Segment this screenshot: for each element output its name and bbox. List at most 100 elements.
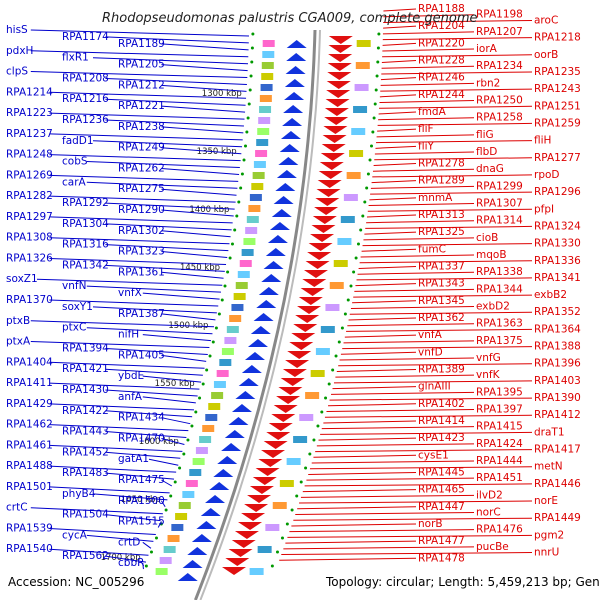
topology-summary: Topology: circular; Length: 5,459,213 bp… [325, 575, 600, 589]
kbp-tick-label: 1300 kbp [202, 89, 242, 99]
right-label-connector [328, 403, 417, 407]
right-label-connector [358, 265, 417, 269]
cog-category-block [340, 216, 355, 223]
right-gene-label: RPA1415 [476, 421, 523, 433]
tick-dot [249, 74, 253, 78]
right-gene-label: RPA1417 [534, 444, 581, 456]
cog-category-block [229, 315, 242, 322]
right-label-connector [380, 88, 533, 92]
right-label-connector [333, 380, 533, 384]
right-label-connector [382, 37, 533, 41]
tick-dot [295, 494, 299, 498]
cog-category-block [239, 260, 252, 267]
forward-gene-arrow [244, 352, 265, 360]
right-gene-label: RPA1250 [476, 95, 523, 107]
cog-category-block [253, 161, 266, 168]
tick-dot [312, 438, 316, 442]
cog-category-block [354, 84, 369, 91]
right-label-connector [297, 506, 417, 510]
forward-gene-arrow [213, 469, 234, 477]
left-label-connector [161, 251, 228, 259]
left-gene-label: RPA1387 [118, 308, 165, 320]
forward-gene-arrow [253, 313, 274, 321]
forward-gene-arrow [280, 131, 301, 139]
reverse-gene-arrow [247, 495, 272, 503]
reverse-gene-arrow [263, 441, 288, 449]
forward-gene-arrow [284, 92, 305, 100]
left-gene-label: RPA1475 [118, 474, 165, 486]
tick-dot [354, 256, 358, 260]
reverse-gene-arrow [328, 45, 353, 53]
left-gene-label: RPA1297 [6, 211, 53, 223]
left-gene-label: carA [62, 176, 87, 188]
reverse-gene-arrow [231, 540, 256, 548]
left-label-connector [49, 237, 230, 245]
right-label-connector [342, 346, 533, 350]
tick-dot [361, 214, 365, 218]
cog-category-block [178, 502, 191, 509]
reverse-gene-arrow [312, 216, 337, 224]
left-gene-label: ptxC [62, 322, 86, 334]
reverse-gene-arrow [321, 144, 346, 152]
tick-dot [334, 354, 338, 358]
left-gene-label: fadD1 [62, 135, 94, 147]
left-label-connector [142, 563, 144, 570]
tick-dot [186, 438, 190, 442]
reverse-gene-arrow [293, 324, 318, 332]
right-label-connector [361, 248, 417, 252]
right-gene-label: RPA1324 [534, 220, 581, 232]
forward-gene-arrow [258, 287, 279, 295]
kbp-tick-label: 1450 kbp [180, 263, 220, 273]
left-label-connector [92, 57, 249, 65]
right-gene-label: RPA1338 [476, 266, 523, 278]
right-gene-label: RPA1188 [418, 3, 465, 15]
cog-category-block [175, 513, 188, 520]
right-label-connector [332, 386, 417, 390]
cog-category-block [219, 359, 232, 366]
right-label-connector [364, 231, 417, 235]
cog-category-block [182, 491, 195, 498]
left-label-connector [142, 396, 196, 404]
reverse-gene-arrow [315, 198, 340, 206]
cog-category-block [208, 403, 221, 410]
forward-gene-arrow [284, 79, 305, 87]
tick-dot [149, 550, 153, 554]
right-label-connector [318, 437, 417, 441]
right-label-connector [366, 214, 417, 218]
left-label-connector [49, 424, 189, 432]
right-label-connector [369, 197, 417, 201]
forward-gene-arrow [276, 170, 297, 178]
left-gene-label: RPA1216 [62, 93, 109, 105]
left-gene-label: RPA1326 [6, 252, 53, 264]
tick-dot [371, 130, 375, 134]
reverse-gene-arrow [311, 225, 336, 233]
left-label-connector [157, 521, 162, 528]
cog-category-block [259, 106, 272, 113]
left-gene-label: RPA1422 [62, 405, 109, 417]
left-gene-label: phyB4 [62, 488, 96, 500]
left-gene-label: RPA1421 [62, 363, 109, 375]
right-label-connector [346, 328, 533, 332]
right-gene-label: RPA1362 [418, 312, 465, 324]
reverse-gene-arrow [327, 63, 352, 71]
left-gene-label: gatA1 [118, 453, 149, 465]
right-label-connector [379, 94, 417, 98]
cog-category-block [163, 546, 176, 553]
cog-category-block [305, 392, 320, 399]
right-gene-label: RPA1243 [534, 83, 581, 95]
reverse-gene-arrow [273, 405, 298, 413]
cog-category-block [255, 150, 268, 157]
left-label-connector [161, 230, 231, 238]
left-gene-label: nifH [118, 329, 139, 341]
cog-category-block [299, 414, 314, 421]
right-label-connector [316, 443, 475, 447]
right-gene-label: RPA1445 [418, 466, 465, 478]
backbone-line-inner [199, 29, 321, 600]
forward-gene-arrow [224, 430, 245, 438]
tick-dot [144, 564, 148, 568]
reverse-gene-arrow [307, 252, 332, 260]
left-label-connector [49, 486, 170, 494]
tick-dot [211, 340, 215, 344]
right-label-connector [382, 31, 475, 35]
left-label-connector [49, 548, 149, 556]
